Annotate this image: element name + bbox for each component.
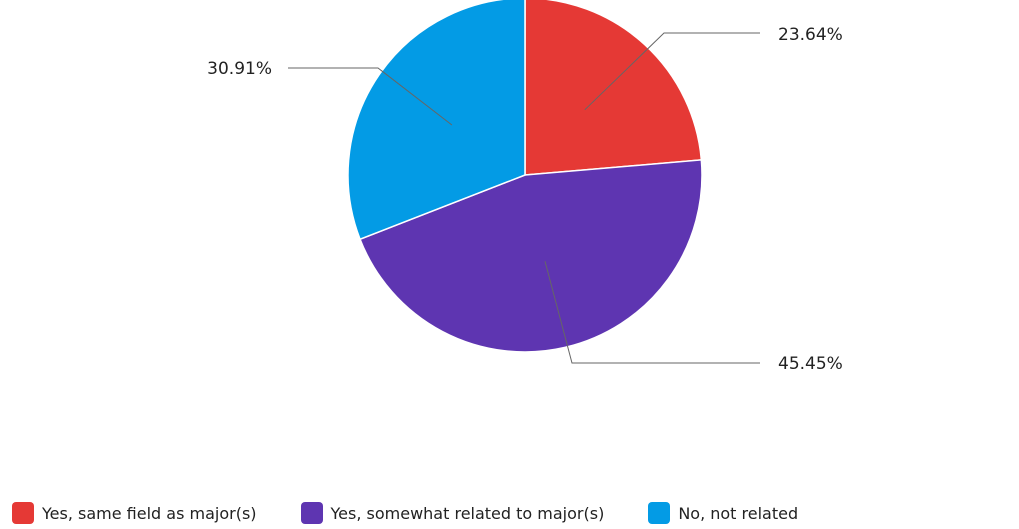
pie-slice-somewhat-related[interactable] [359,159,703,353]
legend-swatch-somewhat-related [300,502,323,524]
legend-item-not-related[interactable]: No, not related [648,502,798,524]
slice-value-label-somewhat-related: 45.45% [778,354,843,374]
leader-line-not-related [288,67,453,126]
legend-item-same-field[interactable]: Yes, same field as major(s) [12,502,257,524]
legend-swatch-not-related [648,502,671,524]
pie-slice-not-related[interactable] [347,0,526,241]
legend-label-somewhat-related: Yes, somewhat related to major(s) [330,503,605,523]
leader-line-somewhat-related [544,261,760,364]
slice-value-label-not-related: 30.91% [207,59,272,79]
legend-label-not-related: No, not related [678,503,799,523]
legend-item-somewhat-related[interactable]: Yes, somewhat related to major(s) [300,502,605,524]
legend: Yes, same field as major(s) Yes, somewha… [12,500,798,526]
pie-slice-same-field[interactable] [524,0,703,176]
legend-swatch-same-field [12,502,34,524]
pie-chart: 23.64% 45.45% 30.91% [207,0,843,374]
legend-label-same-field: Yes, same field as major(s) [42,503,257,523]
leader-line-same-field [584,32,760,111]
slice-value-label-same-field: 23.64% [778,25,843,45]
